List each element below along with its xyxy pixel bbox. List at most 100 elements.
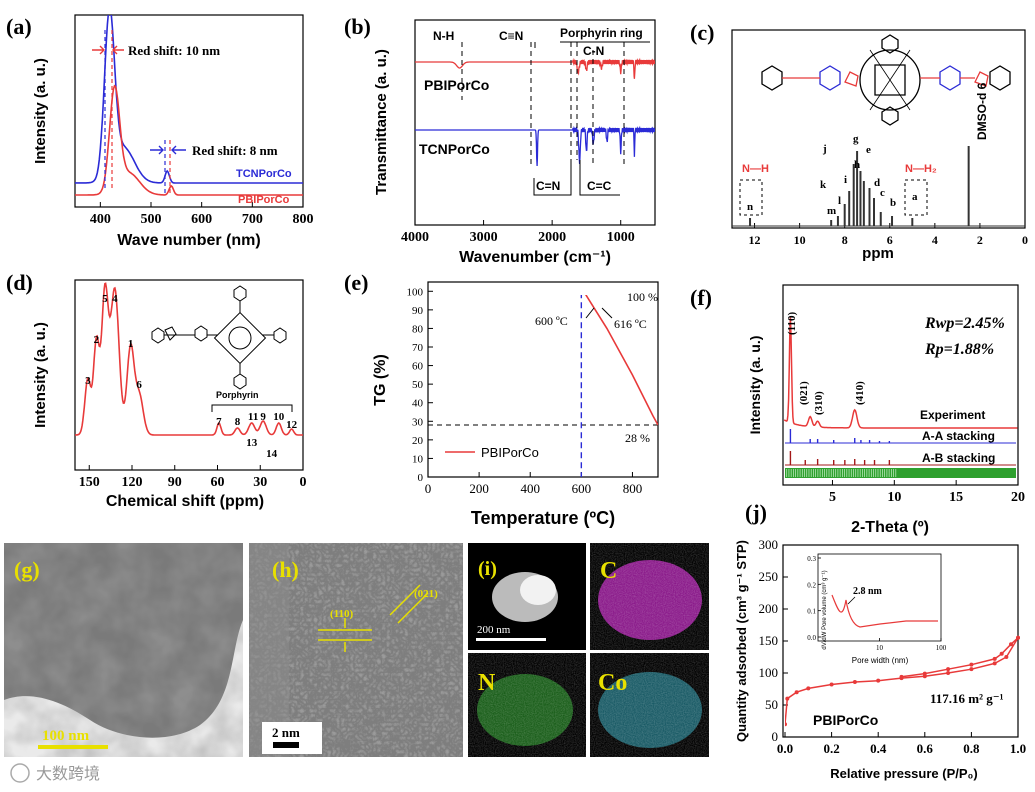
y-tick-label: 60: [412, 361, 424, 373]
series-pbiporco-uvvis: [75, 84, 303, 196]
legend-text-e: PBIPorCo: [481, 445, 539, 460]
peak-label: 7: [216, 416, 222, 428]
bracket-cc: [579, 160, 620, 196]
inset-frame: [817, 553, 942, 642]
svg-text:h: h: [854, 159, 860, 171]
inset-ticks: 0.0 0.1 0.2 0.3 10 100: [807, 555, 947, 652]
series-aa-stacking: [789, 429, 891, 443]
svg-text:d: d: [874, 177, 880, 189]
box-nh2: [904, 179, 928, 216]
panel-b: (b) 4000 3000 2000 1000 N-H C≡N Porphyrin r…: [344, 14, 656, 266]
desorption-point: [899, 674, 904, 679]
adsorption-point: [829, 682, 834, 687]
panel-b-ticks: 4000 3000 2000 1000: [401, 220, 635, 245]
panel-f-ticks: 5 10 15 20: [829, 480, 1025, 505]
ftir-annotation-porphyrin: Porphyrin ring: [560, 26, 643, 40]
legend-sample-j: PBIPorCo: [813, 712, 878, 728]
nmr-spectrum: [732, 146, 1025, 227]
y-axis-label-a: Intensity (a. u.): [32, 58, 49, 164]
x-tick-label: 0: [425, 481, 432, 496]
x-axis-label-d: Chemical shift (ppm): [106, 493, 264, 510]
y-tick-label: 100: [407, 286, 424, 298]
inset-ytick-label: 0.0: [807, 634, 816, 642]
watermark: 大数跨境: [10, 763, 100, 783]
panel-c: (c) 12 10 8 6 4 2 0 N—H N—H₂ n a DMSO-d 6 j: [690, 20, 1028, 262]
bracket-cn: [533, 160, 572, 196]
peak-label: 12: [286, 419, 298, 431]
panel-e-axes: 0 200 400 600 800 0 10 20 30 40 50 60 70 80 90 100: [407, 286, 643, 496]
label-100pct: 100 %: [627, 290, 658, 304]
lattice-fringe-markers: [318, 584, 429, 652]
panel-g-tem-image: (g) 100 nm: [4, 543, 243, 757]
legend-experiment: Experiment: [920, 408, 985, 422]
x-axis-label-c: ppm: [862, 245, 894, 262]
porphyrin-caption: Porphyrin: [216, 390, 259, 400]
ftir-legend-tcnporco: TCNPorCo: [419, 141, 490, 157]
inset-xtick-label: 10: [876, 644, 884, 652]
y-axis-label-e: TG (%): [372, 354, 389, 406]
x-tick-label: 0: [1022, 233, 1028, 247]
scale-text-g: 100 nm: [42, 728, 90, 744]
x-tick-label: 600: [191, 212, 212, 227]
y-tick-label: 250: [759, 569, 779, 584]
y-axis-label-j: Quantity adsorbed (cm³ g⁻¹ STP): [734, 540, 749, 742]
scale-bar-g: [38, 745, 108, 749]
desorption-point: [1016, 635, 1020, 640]
x-tick-label: 10: [887, 490, 901, 505]
ftir-guide-lines: [461, 42, 625, 165]
x-tick-label: 12: [749, 233, 761, 247]
y-tick-label: 200: [759, 601, 779, 616]
x-tick-label: 400: [90, 212, 111, 227]
panel-j: (j) 0.0 0.2 0.4 0.6 0.8 1.0 0 50 100 150 200 250 300…: [734, 500, 1026, 781]
panel-d-label: (d): [6, 270, 33, 295]
peak-label: 1: [128, 338, 134, 350]
desorption-point: [999, 651, 1004, 656]
peak-label: 9: [260, 411, 266, 423]
peak-310: (310): [813, 391, 825, 415]
panel-b-frame: [414, 19, 656, 226]
x-axis-label-a: Wave number (nm): [117, 232, 260, 249]
nmr-label-nh: N—H: [742, 163, 769, 175]
x-tick-label: 4: [932, 233, 938, 247]
x-tick-label: 90: [168, 475, 182, 490]
panel-g-label: (g): [14, 557, 40, 582]
x-axis-label-f: 2-Theta (º): [851, 519, 929, 536]
adsorption-point: [785, 696, 790, 701]
inset-pore-label: 2.8 nm: [853, 586, 883, 597]
inset-arrow: [847, 596, 856, 605]
y-tick-label: 70: [412, 342, 424, 354]
panel-c-frame: [731, 29, 1026, 229]
legend-aa: A-A stacking: [922, 429, 995, 443]
adsorption-point: [1004, 655, 1009, 659]
y-tick-label: 0: [418, 472, 424, 484]
panel-j-axes: 0.0 0.2 0.4 0.6 0.8 1.0 0 50 100 150 200 250 300: [759, 537, 1027, 756]
ftir-annotation-cc: C=C: [587, 179, 612, 193]
inset-xlabel: Pore width (nm): [852, 656, 909, 665]
panel-b-label: (b): [344, 14, 371, 39]
adsorption-point: [785, 722, 787, 727]
x-tick-label: 0.4: [870, 741, 887, 756]
y-tick-label: 50: [765, 697, 778, 712]
scale-bar-h: [273, 742, 299, 748]
x-tick-label: 600: [572, 481, 592, 496]
inset-xtick-label: 100: [936, 644, 947, 652]
x-tick-label: 200: [469, 481, 489, 496]
legend-tcnporco: TCNPorCo: [236, 168, 292, 180]
arrow-shift-1: [92, 45, 105, 55]
map-label-co: Co: [598, 670, 627, 696]
x-tick-label: 120: [122, 475, 143, 490]
ftir-annotation-nh: N-H: [433, 29, 454, 43]
svg-text:c: c: [880, 187, 885, 199]
box-nh: [739, 179, 763, 216]
peak-label: 10: [273, 411, 285, 423]
x-tick-label: 0.0: [777, 741, 793, 756]
x-axis-label-b: Wavenumber (cm⁻¹): [459, 249, 611, 266]
scale-text-h: 2 nm: [272, 725, 300, 740]
isotherm-markers: [785, 635, 1020, 727]
plane-110: (110): [330, 608, 354, 620]
y-tick-label: 10: [412, 453, 424, 465]
peak-label: 4: [112, 293, 118, 305]
y-tick-label: 40: [412, 398, 424, 410]
y-tick-label: 0: [772, 729, 779, 744]
panel-j-label: (j): [745, 500, 767, 525]
